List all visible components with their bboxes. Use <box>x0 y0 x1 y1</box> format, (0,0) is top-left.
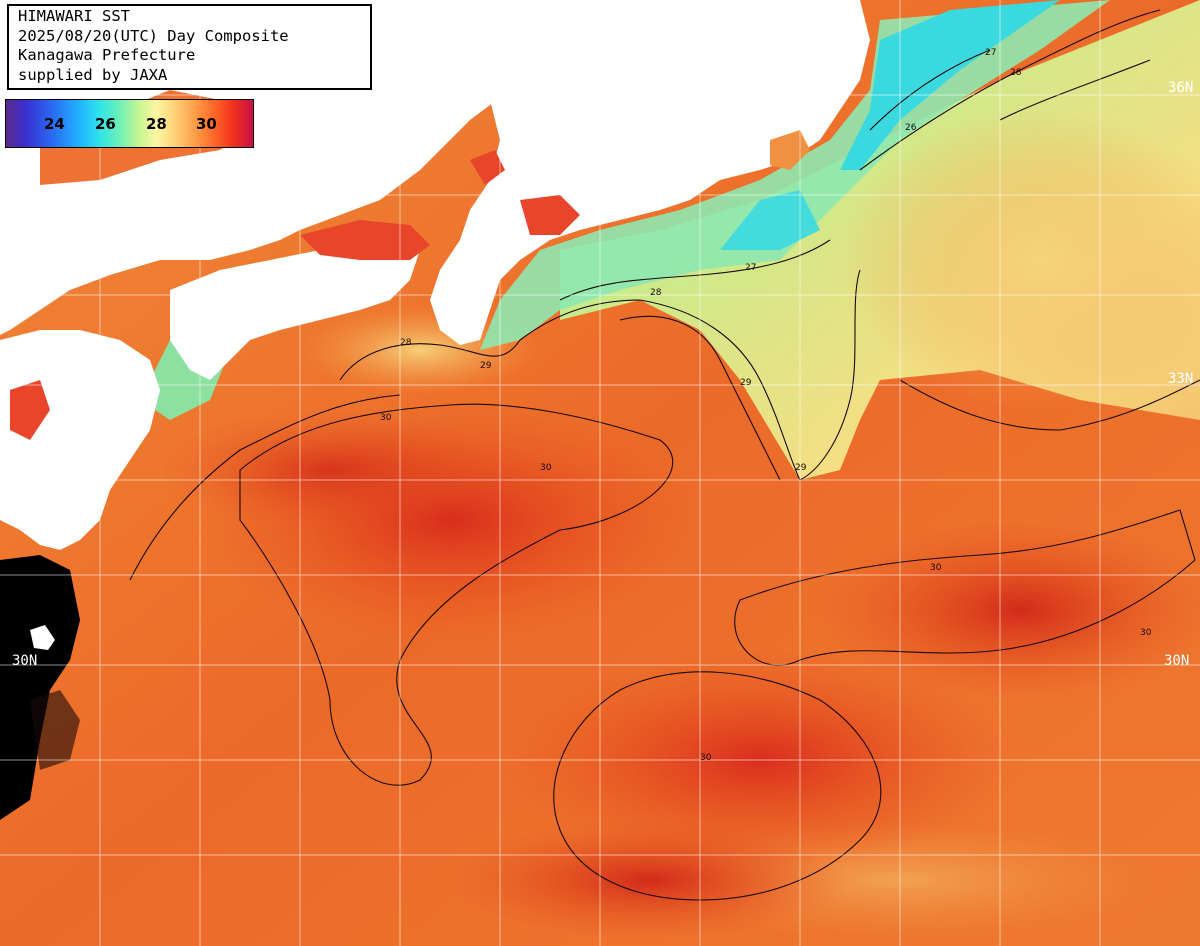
contour-28 <box>339 269 861 481</box>
contour-label: 30 <box>540 463 552 473</box>
contour-26 <box>869 49 991 131</box>
warm-coastal-fringe <box>300 220 430 260</box>
no-data-region <box>0 555 80 820</box>
sst-colorbar: 24 26 28 30 <box>5 99 254 148</box>
colorbar-tick: 28 <box>146 115 167 133</box>
lon-label-136e: 136E <box>483 6 499 40</box>
coastal-green-band <box>480 0 1110 350</box>
lat-label-30n: 30N <box>1164 653 1189 669</box>
warm-coastal-fringe <box>520 195 580 235</box>
map-title-box: HIMAWARI SST 2025/08/20(UTC) Day Composi… <box>7 4 372 90</box>
title-line-date: 2025/08/20(UTC) Day Composite <box>18 26 289 45</box>
land-shikoku <box>170 230 420 380</box>
contour-label: 30 <box>930 563 942 573</box>
contour-label: 28 <box>400 338 412 348</box>
contour-29 <box>129 394 401 581</box>
contour-label: 28 <box>1010 68 1022 78</box>
contour-label: 27 <box>985 48 996 58</box>
contour-label: 29 <box>795 463 807 473</box>
warm-coastal-fringe <box>10 380 50 440</box>
contour-label: 28 <box>650 288 662 298</box>
lat-label-30n-west: 30N <box>12 653 37 669</box>
hot-water-core <box>160 410 500 530</box>
contour-label: 30 <box>1140 628 1152 638</box>
contour-30 <box>553 671 882 901</box>
contour-label: 30 <box>380 413 392 423</box>
coastal-cyan-band <box>720 190 820 250</box>
lat-label-33n: 33N <box>1168 371 1193 387</box>
contour-label: 26 <box>905 123 917 133</box>
hot-water-core <box>820 520 1200 700</box>
contour-29 <box>619 315 781 481</box>
land-island <box>30 625 55 650</box>
contour-label: 30 <box>700 753 712 763</box>
contour-label: 29 <box>740 378 752 388</box>
contour-27 <box>859 9 1161 171</box>
colorbar-tick: 26 <box>95 115 116 133</box>
colorbar-tick: 30 <box>196 115 217 133</box>
title-line-credit: supplied by JAXA <box>18 65 168 84</box>
land-kii-peninsula <box>430 0 870 345</box>
contour-label: 27 <box>745 263 756 273</box>
colorbar-tick: 24 <box>44 115 65 133</box>
contour-28 <box>999 59 1151 121</box>
hot-water-core <box>450 820 850 940</box>
title-line-region: Kanagawa Prefecture <box>18 46 196 64</box>
contour-29 <box>899 379 1200 431</box>
lat-label-36n: 36N <box>1168 80 1193 96</box>
warm-coastal-fringe <box>470 150 505 185</box>
no-data-region <box>30 690 80 770</box>
cool-patch <box>840 110 1200 410</box>
coastal-cyan-band <box>840 0 1060 170</box>
title-line-satellite: HIMAWARI SST <box>18 7 130 25</box>
contour-label: 29 <box>480 361 492 371</box>
